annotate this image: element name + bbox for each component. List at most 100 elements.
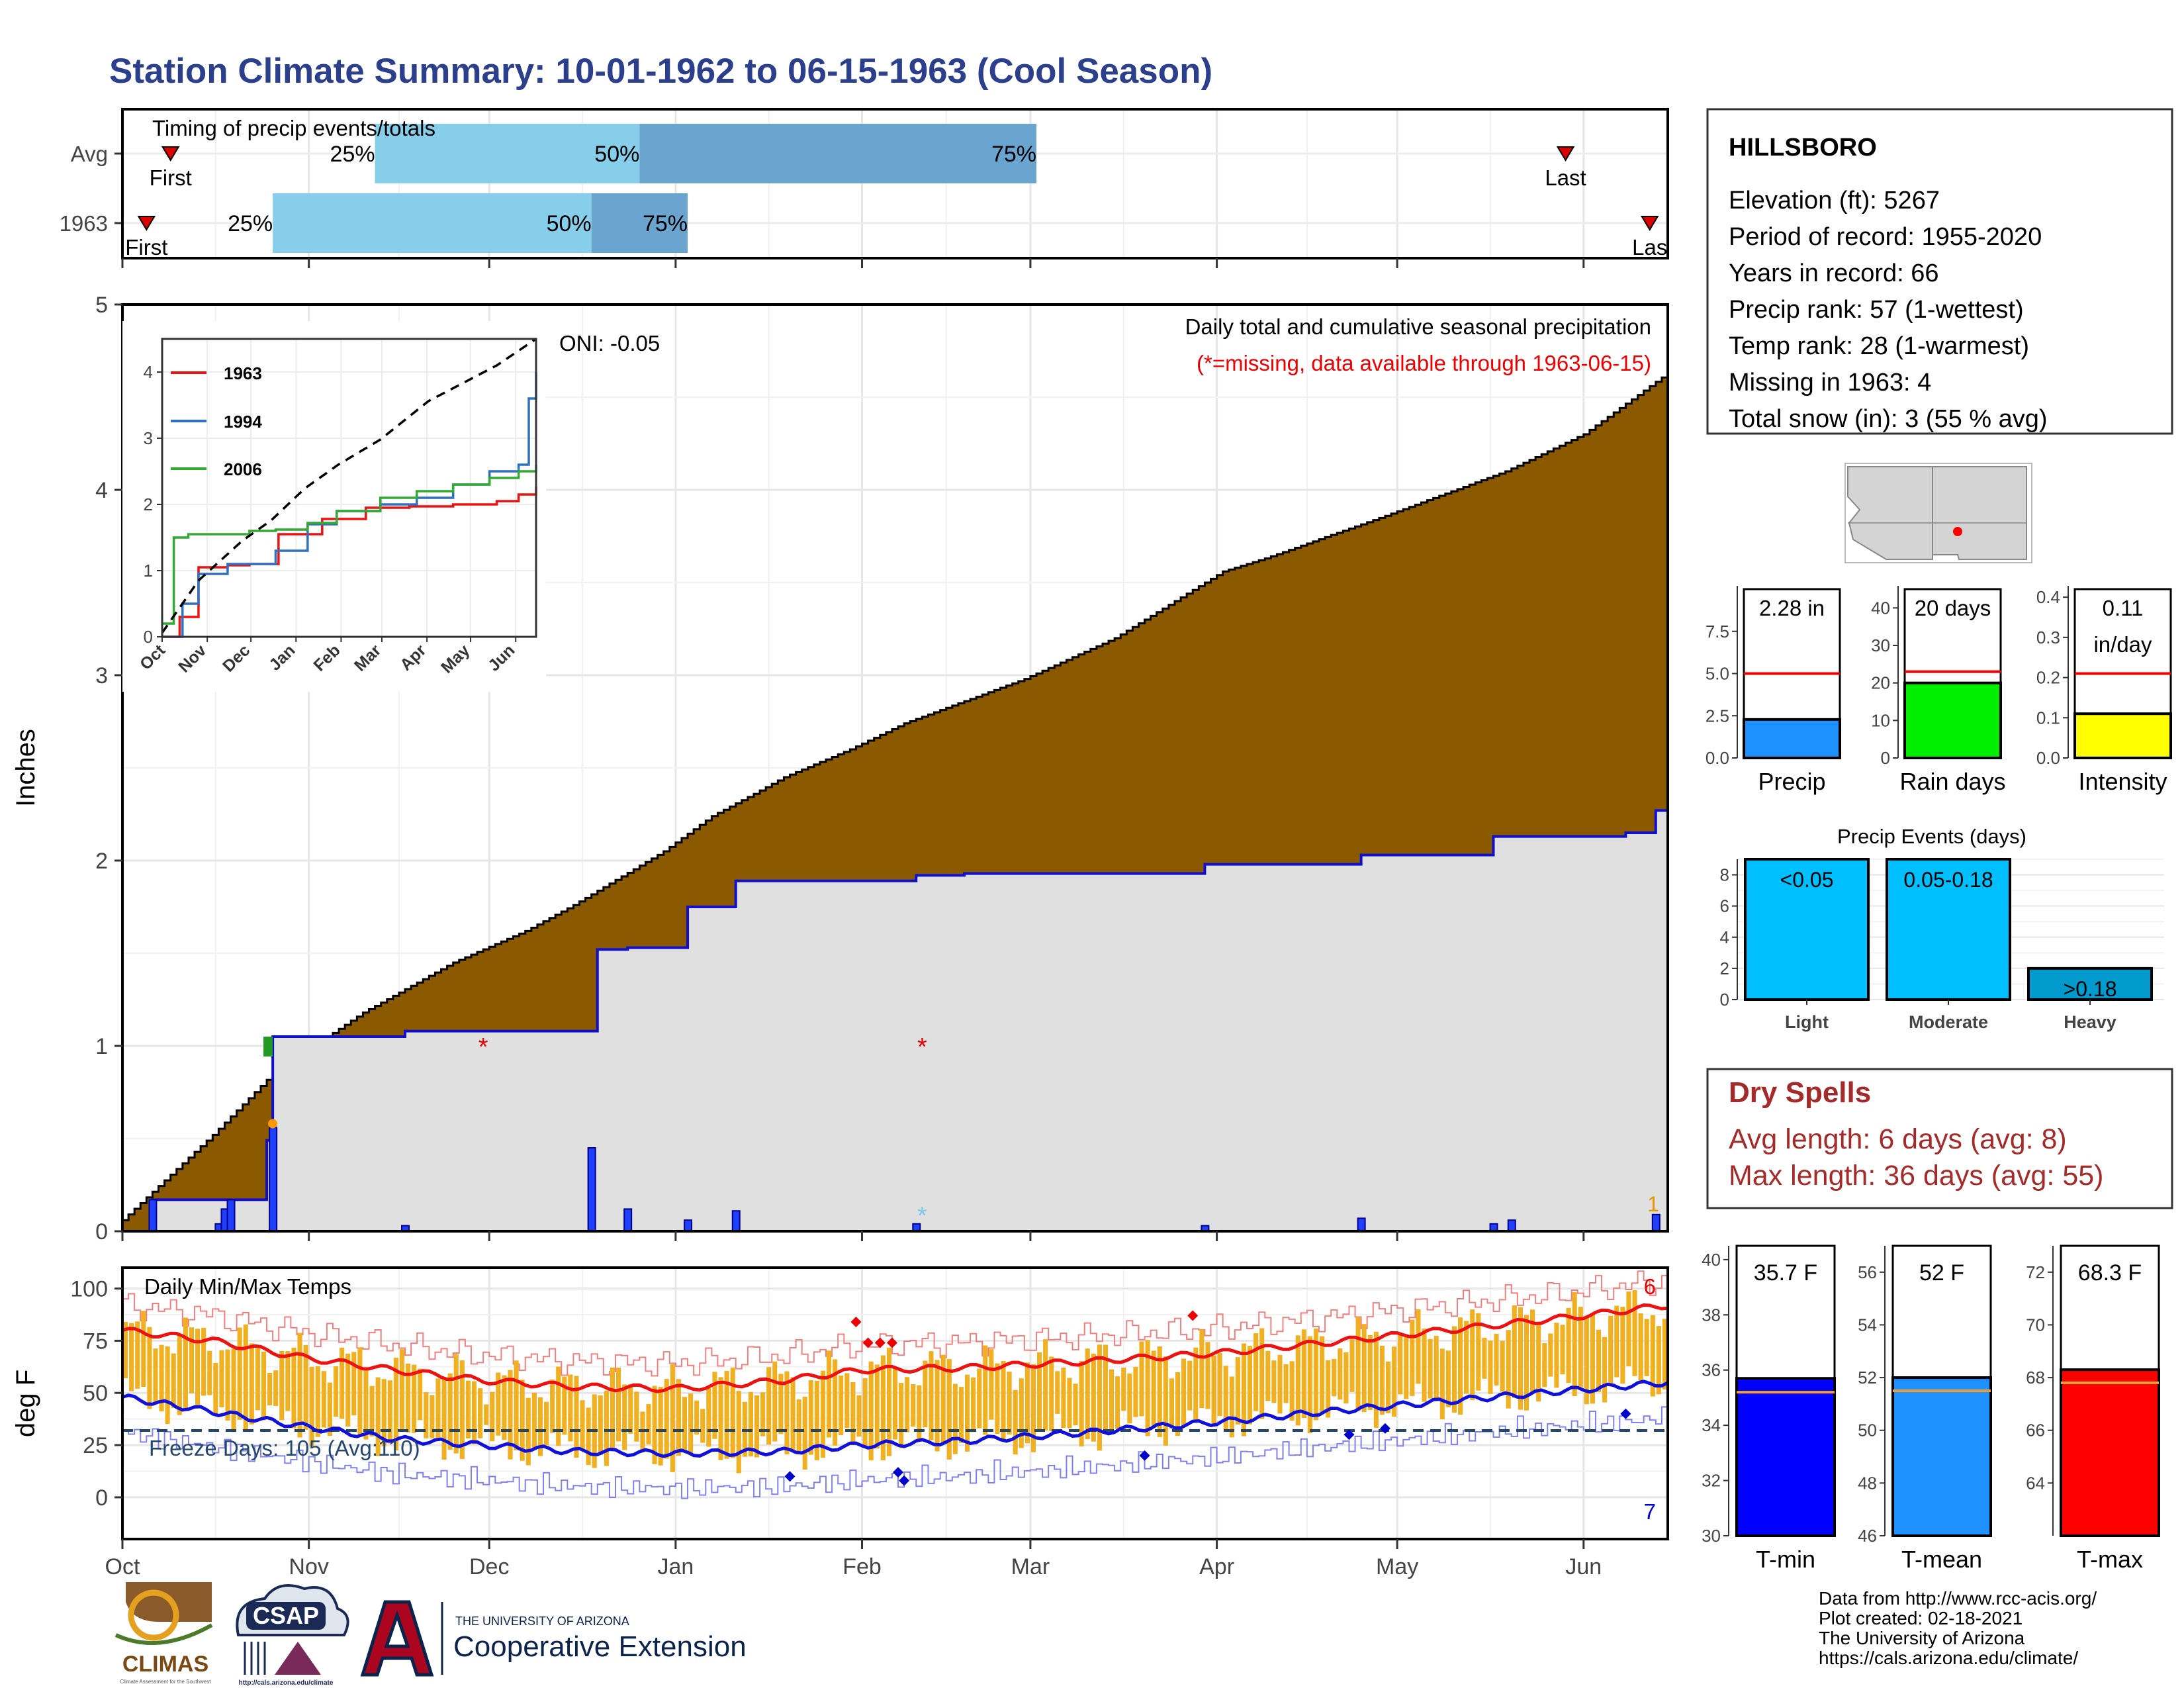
- daily-temp-bar: [1320, 1336, 1325, 1413]
- daily-temp-bar: [261, 1351, 267, 1421]
- daily-temp-bar: [676, 1379, 681, 1456]
- daily-temp-bar: [1638, 1313, 1643, 1384]
- dry-spells-avg: Avg length: 6 days (avg: 8): [1729, 1123, 2067, 1155]
- daily-temp-bar: [321, 1371, 326, 1428]
- record-low-marker: [784, 1471, 796, 1482]
- daily-temp-bar: [441, 1378, 447, 1460]
- daily-temp-bar: [279, 1350, 285, 1421]
- daily-temp-bar: [1127, 1373, 1132, 1424]
- mini-tick-label: 40: [1871, 598, 1890, 618]
- daily-temp-bar: [562, 1376, 567, 1435]
- station-info-box: HILLSBORO Elevation (ft): 5267 Period of…: [1706, 108, 2173, 435]
- page-title: Station Climate Summary: 10-01-1962 to 0…: [109, 52, 1212, 91]
- daily-temp-bar: [387, 1380, 392, 1444]
- daily-temp-bar: [1307, 1336, 1312, 1434]
- daily-temp-bar: [989, 1349, 994, 1420]
- daily-temp-bar: [1079, 1360, 1084, 1447]
- daily-temp-bar: [1301, 1329, 1306, 1419]
- inset-legend-label: 1963: [224, 363, 262, 383]
- x-tick-label: Oct: [105, 1554, 140, 1579]
- missing-marker: *: [917, 1202, 927, 1230]
- daily-temp-bar: [1506, 1330, 1511, 1409]
- daily-temp-bar: [345, 1353, 351, 1427]
- x-tick-label: Nov: [289, 1554, 328, 1579]
- mini-bar-value-label: 0.11: [2103, 596, 2144, 620]
- daily-temp-bar: [249, 1343, 254, 1425]
- daily-temp-bar: [952, 1383, 958, 1454]
- daily-temp-bar: [141, 1311, 146, 1387]
- temp-tick-label: 30: [1702, 1526, 1721, 1546]
- daily-temp-bar: [1500, 1340, 1505, 1392]
- x-tick-label: May: [1376, 1554, 1418, 1579]
- mini-bar-value: [1743, 718, 1841, 759]
- daily-temp-bar: [929, 1351, 934, 1440]
- daily-temp-bar: [520, 1380, 525, 1461]
- daily-temp-bar: [664, 1379, 669, 1459]
- quartile-bar-25-50: [273, 193, 592, 253]
- daily-temp-bar: [399, 1349, 405, 1429]
- daily-temp-bar: [1476, 1313, 1481, 1391]
- footer-line: Plot created: 02-18-2021: [1819, 1608, 2023, 1628]
- daily-temp-bar: [135, 1321, 140, 1389]
- record-high-marker: [862, 1337, 874, 1348]
- daily-temp-bar: [1650, 1315, 1655, 1397]
- event-category: Moderate: [1909, 1012, 1988, 1032]
- daily-temp-bar: [886, 1347, 891, 1456]
- csap-label-bg: [246, 1602, 326, 1630]
- daily-temp-bar: [1416, 1309, 1421, 1384]
- daily-temp-bar: [983, 1345, 988, 1435]
- daily-temp-bar: [688, 1393, 694, 1455]
- daily-temp-bar: [393, 1358, 398, 1451]
- footer-line: The University of Arizona: [1819, 1628, 2025, 1648]
- timing-row-label: Avg: [71, 142, 108, 166]
- mini-tick-label: 0.1: [2036, 708, 2060, 727]
- daily-temp-bar: [682, 1397, 688, 1450]
- daily-temp-bar: [827, 1350, 832, 1438]
- daily-temp-bar: [1584, 1316, 1589, 1405]
- station-precip-rank: Precip rank: 57 (1-wettest): [1729, 296, 2024, 324]
- daily-temp-bar: [616, 1368, 621, 1442]
- daily-temp-bar: [207, 1350, 212, 1395]
- daily-temp-bar: [1049, 1356, 1054, 1431]
- daily-temp-bar: [171, 1353, 176, 1408]
- daily-temp-bar: [1428, 1338, 1433, 1399]
- avg-tmax-line: [122, 1303, 1668, 1393]
- temp-tick-label: 72: [2026, 1262, 2045, 1282]
- inset-series-line: [161, 338, 537, 633]
- daily-temp-bar: [213, 1362, 218, 1415]
- daily-temp-bar: [1151, 1350, 1156, 1429]
- quartile-label: 25%: [330, 142, 375, 167]
- daily-temp-bar: [1175, 1372, 1181, 1436]
- daily-temp-bar: [159, 1344, 164, 1412]
- precip-summary-bars: 0.0 2.5 5.0 7.5 2.28 in Precip 0 10 20 30 40 20 day…: [1706, 586, 2172, 795]
- mini-tick-label: 5.0: [1706, 664, 1729, 684]
- daily-temp-bar: [1530, 1309, 1535, 1393]
- inset-y-tick: 2: [144, 494, 153, 514]
- panel-border: [121, 108, 1669, 259]
- season-cumulative-line: [122, 809, 1668, 1233]
- daily-temp-bar: [796, 1399, 801, 1455]
- climas-logo-text: CLIMAS: [122, 1652, 208, 1677]
- daily-temp-bar: [484, 1404, 489, 1425]
- daily-temp-bar: [640, 1411, 645, 1453]
- mini-tick-label: 20: [1871, 673, 1890, 693]
- daily-temp-bar: [1085, 1348, 1090, 1440]
- mini-tick-label: 0: [1881, 748, 1890, 768]
- x-tick-label: Jun: [1565, 1554, 1602, 1579]
- y-tick-label: 50: [83, 1381, 108, 1406]
- daily-temp-bar: [814, 1380, 819, 1460]
- daily-temp-bar: [1482, 1337, 1487, 1379]
- daily-temp-bar: [1067, 1378, 1072, 1429]
- temp-tick-label: 46: [1858, 1526, 1877, 1546]
- quartile-bar-25-50: [375, 124, 640, 183]
- temp-tick-label: 70: [2026, 1315, 2045, 1335]
- daily-temp-bar: [1217, 1353, 1222, 1416]
- daily-temp-bar: [537, 1397, 543, 1456]
- temp-tick-label: 34: [1702, 1415, 1721, 1435]
- daily-temp-bar: [724, 1370, 729, 1459]
- timing-row-label: 1963: [60, 211, 108, 236]
- temp-tick-label: 36: [1702, 1360, 1721, 1380]
- daily-temp-bar: [435, 1378, 441, 1440]
